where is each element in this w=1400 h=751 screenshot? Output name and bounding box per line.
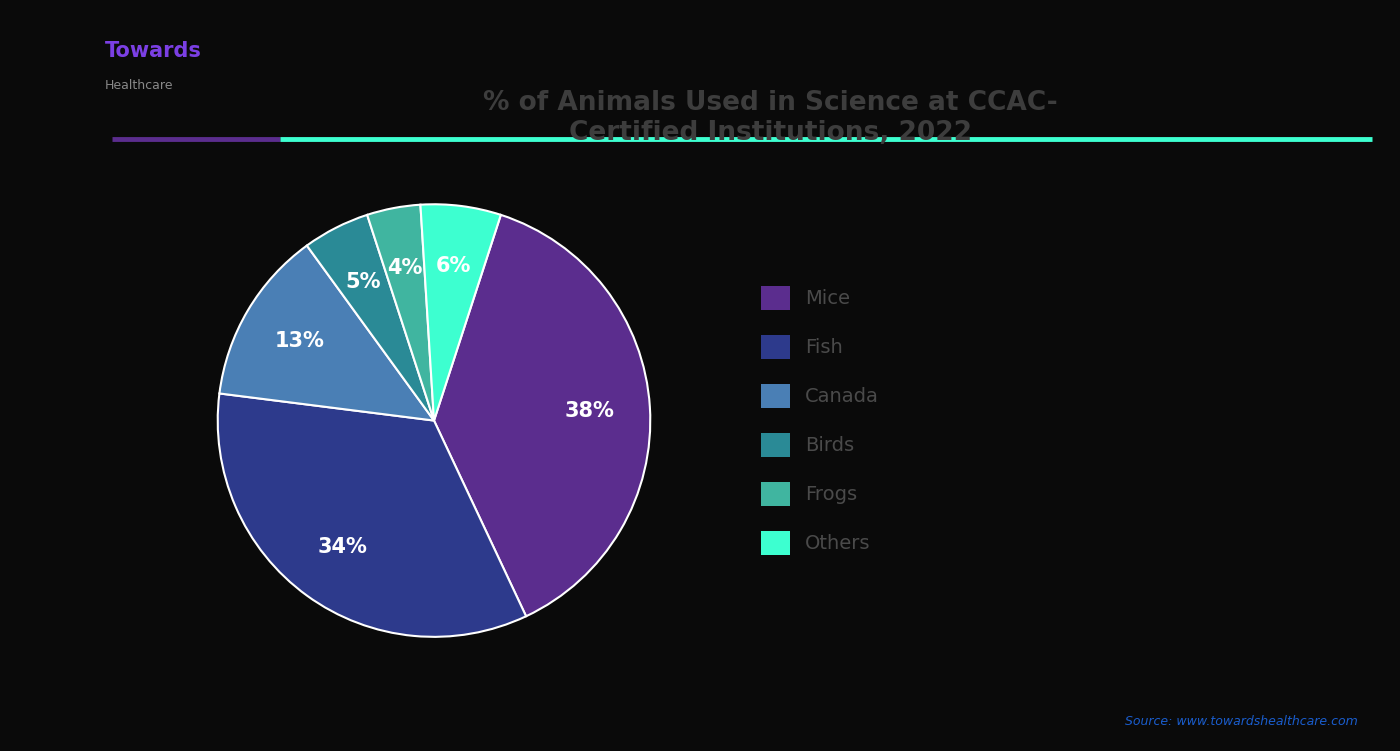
Text: Towards: Towards (105, 41, 202, 62)
Wedge shape (434, 215, 650, 617)
Wedge shape (218, 394, 526, 637)
Text: 38%: 38% (564, 401, 615, 421)
Text: 4%: 4% (388, 258, 423, 278)
Wedge shape (220, 246, 434, 421)
Wedge shape (420, 204, 501, 421)
Text: 6%: 6% (435, 256, 472, 276)
Wedge shape (307, 215, 434, 421)
Text: Healthcare: Healthcare (105, 79, 174, 92)
Text: 5%: 5% (346, 272, 381, 292)
Wedge shape (367, 205, 434, 421)
Legend: Mice, Fish, Canada, Birds, Frogs, Others: Mice, Fish, Canada, Birds, Frogs, Others (741, 267, 899, 575)
Text: Source: www.towardshealthcare.com: Source: www.towardshealthcare.com (1126, 716, 1358, 728)
Text: 13%: 13% (274, 331, 325, 351)
Text: 34%: 34% (318, 536, 367, 556)
Text: % of Animals Used in Science at CCAC-
Certified Institutions, 2022: % of Animals Used in Science at CCAC- Ce… (483, 90, 1057, 146)
